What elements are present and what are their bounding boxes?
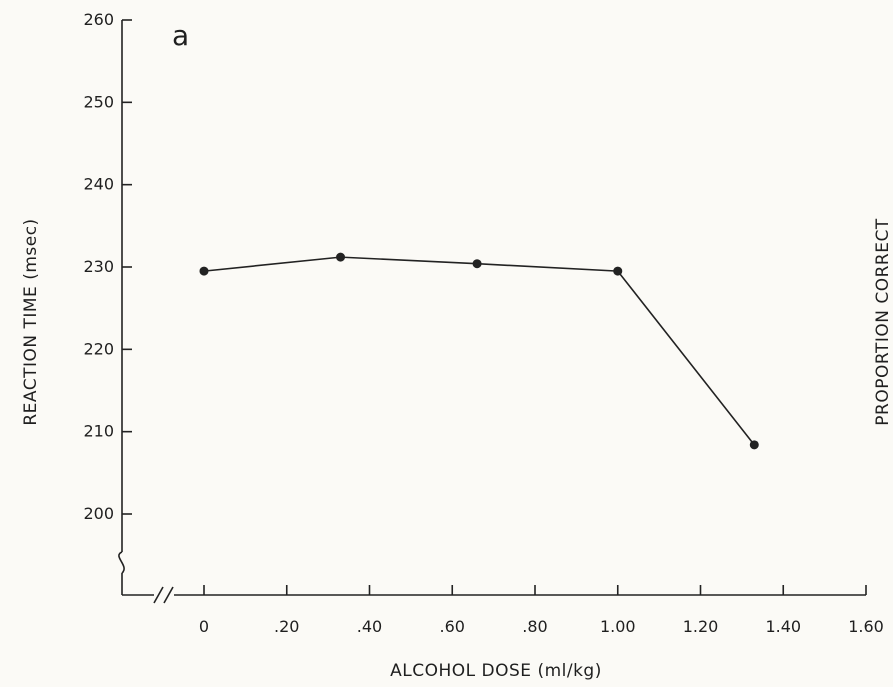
y-axis-title: REACTION TIME (msec) — [21, 218, 41, 425]
data-point — [336, 252, 346, 262]
panel-label: a — [172, 19, 189, 52]
data-point — [749, 440, 759, 450]
x-tick-label: 1.40 — [765, 617, 801, 636]
y-tick-label: 250 — [83, 92, 114, 111]
y-tick-label: 240 — [83, 175, 114, 194]
y-tick-label: 200 — [83, 504, 114, 523]
data-point — [472, 259, 482, 269]
axes — [118, 20, 866, 604]
x-tick-label: .40 — [357, 617, 382, 636]
data-point — [613, 266, 623, 276]
x-tick-label: .80 — [522, 617, 547, 636]
x-axis-break-mark-2 — [163, 586, 174, 604]
data-point — [199, 266, 209, 276]
x-axis-title: ALCOHOL DOSE (ml/kg) — [390, 661, 602, 681]
y-tick-label: 210 — [83, 422, 114, 441]
y-tick-label: 220 — [83, 339, 114, 358]
x-tick-label: 1.20 — [683, 617, 719, 636]
y-tick-label: 230 — [83, 257, 114, 276]
x-tick-label: .20 — [274, 617, 299, 636]
x-tick-label: 0 — [199, 617, 209, 636]
x-tick-label: 1.00 — [600, 617, 636, 636]
y-tick-label: 260 — [83, 10, 114, 29]
x-axis-break-mark-1 — [153, 586, 164, 604]
x-tick-label: .60 — [440, 617, 465, 636]
x-tick-label: 1.60 — [848, 617, 884, 636]
ticks: 200 210 220 230 240 250 260 0 .20 .40 .60 .80 1.00 1.… — [83, 10, 883, 636]
series — [199, 252, 759, 450]
right-axis-title: PROPORTION CORRECT — [873, 218, 893, 426]
series-line — [203, 256, 755, 446]
y-axis-break — [118, 551, 125, 574]
